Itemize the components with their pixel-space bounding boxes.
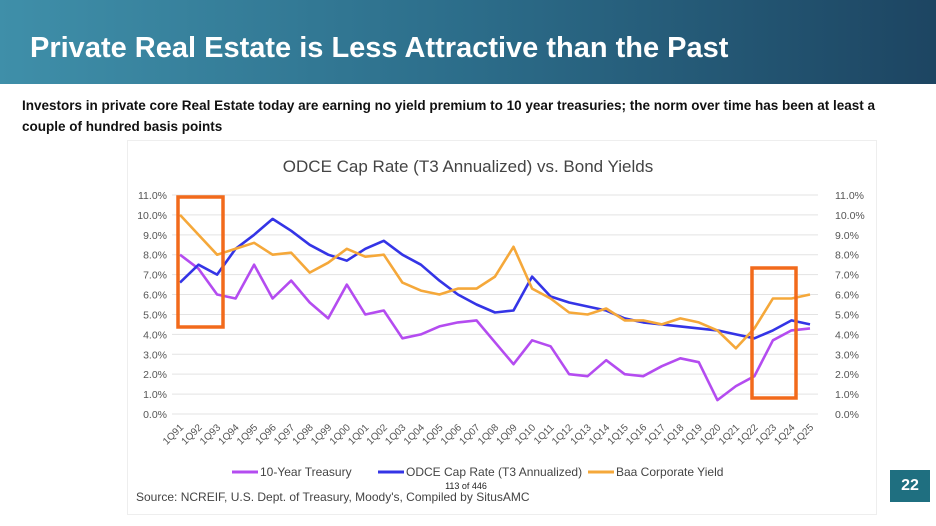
y-tick-right: 10.0% <box>835 210 865 222</box>
series-line-10-year-treasury <box>179 253 811 402</box>
y-tick-right: 5.0% <box>835 309 859 321</box>
series-line-baa-corporate-yield <box>179 214 811 350</box>
y-tick-right: 3.0% <box>835 349 859 361</box>
y-tick-left: 6.0% <box>143 290 167 302</box>
y-tick-right: 2.0% <box>835 369 859 381</box>
y-tick-left: 3.0% <box>143 349 167 361</box>
y-tick-left: 0.0% <box>143 409 167 421</box>
y-tick-right: 4.0% <box>835 329 859 341</box>
y-tick-left: 5.0% <box>143 309 167 321</box>
legend-label: Baa Corporate Yield <box>616 465 723 479</box>
y-tick-left: 4.0% <box>143 329 167 341</box>
y-tick-right: 9.0% <box>835 230 859 242</box>
y-tick-right: 11.0% <box>835 190 864 202</box>
slide-number: 22 <box>890 470 930 502</box>
page-title: Private Real Estate is Less Attractive t… <box>30 32 729 64</box>
y-tick-left: 9.0% <box>143 230 167 242</box>
subtitle: Investors in private core Real Estate to… <box>22 98 876 134</box>
y-tick-right: 8.0% <box>835 250 859 262</box>
source-note: Source: NCREIF, U.S. Dept. of Treasury, … <box>136 490 530 504</box>
y-tick-right: 1.0% <box>835 389 859 401</box>
y-tick-left: 1.0% <box>143 389 167 401</box>
legend-label: ODCE Cap Rate (T3 Annualized) <box>406 465 582 479</box>
y-tick-left: 7.0% <box>143 270 167 282</box>
highlight-box-1990s <box>176 195 225 329</box>
y-tick-left: 10.0% <box>137 210 167 222</box>
y-tick-left: 11.0% <box>138 190 167 202</box>
y-tick-left: 2.0% <box>143 369 167 381</box>
y-tick-right: 6.0% <box>835 290 859 302</box>
x-tick: 1Q25 <box>791 422 816 447</box>
y-tick-right: 7.0% <box>835 270 859 282</box>
chart-title: ODCE Cap Rate (T3 Annualized) vs. Bond Y… <box>283 157 653 176</box>
y-tick-left: 8.0% <box>143 250 167 262</box>
page-counter: 113 of 446 <box>445 481 487 491</box>
x-tick: 1Q10 <box>513 422 538 447</box>
header-banner: Private Real Estate is Less Attractive t… <box>0 0 936 84</box>
series-line-odce-cap-rate-t3-annualized- <box>179 217 811 340</box>
y-tick-right: 0.0% <box>835 409 859 421</box>
legend-label: 10-Year Treasury <box>260 465 352 479</box>
highlight-box-2020s <box>750 266 798 400</box>
